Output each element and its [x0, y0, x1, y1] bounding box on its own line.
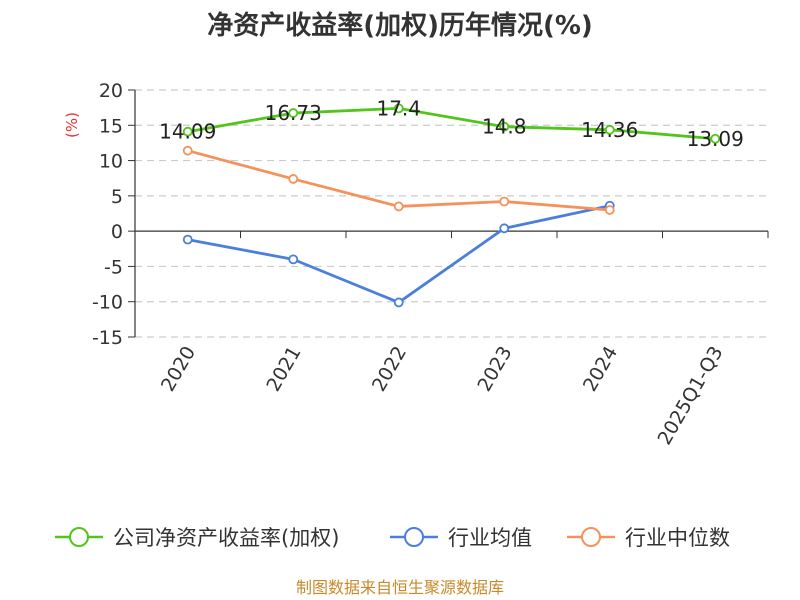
y-tick-label: 15 [99, 115, 123, 137]
data-point [604, 124, 615, 135]
series-line-2 [186, 204, 612, 304]
source-note: 制图数据来自恒生聚源数据库 [296, 578, 504, 597]
data-point [604, 205, 615, 215]
legend-swatch-marker [404, 527, 424, 547]
x-tick-label: 2020 [157, 343, 200, 396]
x-tick-label: 2021 [262, 343, 305, 396]
legend-label: 公司净资产收益率(加权) [113, 526, 339, 550]
data-point [393, 297, 404, 308]
data-label: 16.73 [265, 101, 322, 125]
legend-item: 公司净资产收益率(加权) [55, 526, 339, 550]
legend-label: 行业均值 [448, 526, 532, 550]
data-point [393, 201, 404, 212]
data-point [499, 121, 510, 132]
data-point [393, 103, 404, 114]
legend-item: 行业均值 [390, 526, 532, 550]
data-label: 14.36 [581, 118, 638, 142]
y-tick-label: 10 [99, 151, 123, 173]
data-point [182, 126, 193, 137]
data-point [288, 174, 299, 184]
data-label: 13.09 [687, 127, 744, 151]
x-tick-label: 2025Q1-Q3 [654, 343, 728, 449]
data-point [499, 196, 510, 207]
grid-lines [135, 89, 768, 338]
legend-label: 行业中位数 [625, 526, 730, 550]
x-tick-label: 2023 [473, 343, 516, 396]
data-point [499, 223, 510, 234]
y-tick-label: 0 [111, 221, 123, 243]
series-line-1 [186, 106, 717, 141]
data-label: 14.8 [482, 115, 527, 139]
y-tick-label: 20 [99, 80, 123, 102]
data-label: 14.09 [159, 120, 216, 144]
data-point [710, 133, 721, 144]
y-tick-label: -5 [104, 256, 123, 278]
data-label: 17.4 [376, 96, 421, 120]
legend: 公司净资产收益率(加权) 行业均值 行业中位数 [55, 526, 730, 550]
legend-item: 行业中位数 [567, 526, 730, 550]
x-tick-label: 2024 [579, 343, 622, 396]
chart-title: 净资产收益率(加权)历年情况(%) [207, 10, 593, 41]
x-tick-label: 2022 [368, 343, 411, 396]
legend-swatch-marker [69, 527, 89, 547]
y-tick-label: -15 [92, 327, 123, 349]
data-point [182, 145, 193, 156]
data-point [182, 234, 193, 245]
data-labels: 14.09 16.73 17.4 14.8 14.36 13.09 [159, 96, 744, 150]
y-axis-unit-label: (%) [63, 112, 81, 138]
series-line-3 [186, 149, 612, 212]
data-point [288, 254, 299, 265]
legend-swatch-marker [581, 527, 601, 547]
y-tick-label: 5 [111, 186, 123, 208]
y-tick-label: -10 [92, 292, 123, 314]
data-point [288, 108, 299, 118]
series-layer [182, 103, 721, 308]
